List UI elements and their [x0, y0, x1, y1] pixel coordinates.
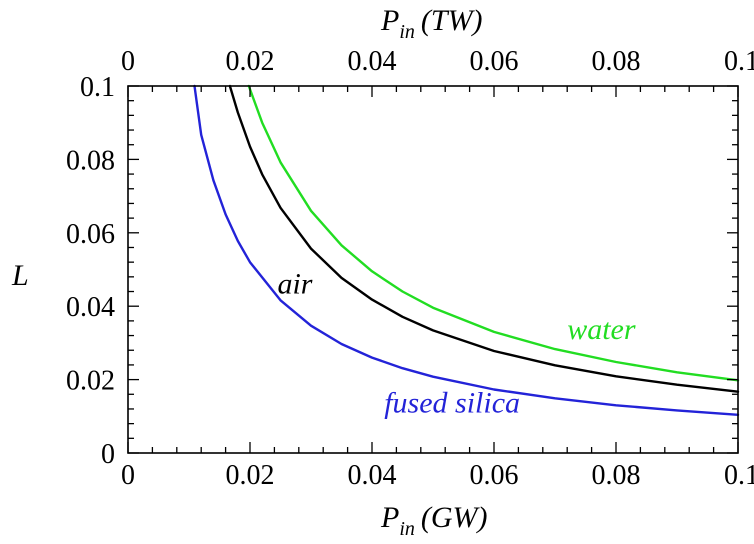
- y-tick-label: 0.08: [66, 145, 115, 176]
- y-tick-label: 0.02: [66, 366, 115, 397]
- series-label-water: water: [567, 313, 636, 346]
- series-line-water: [247, 84, 740, 382]
- y-tick-label: 0: [101, 439, 115, 470]
- y-axis-title: L: [11, 259, 29, 292]
- series-label-air: air: [277, 267, 312, 300]
- x-tick-label-bottom: 0.06: [470, 460, 519, 491]
- x-tick-label-bottom: 0.04: [348, 460, 397, 491]
- x-tick-label-top: 0.04: [348, 46, 397, 77]
- axis-tick-labels: 000.020.020.040.040.060.060.080.080.10.1…: [66, 46, 754, 491]
- series-line-air: [228, 84, 740, 393]
- y-tick-label: 0.06: [66, 219, 115, 250]
- bottom-axis-title: Pin (GW): [380, 501, 488, 540]
- x-tick-label-bottom: 0.1: [724, 460, 754, 491]
- x-tick-label-top: 0.08: [592, 46, 641, 77]
- x-tick-label-top: 0: [121, 46, 135, 77]
- plot-frame: [127, 85, 739, 454]
- axis-ticks: [127, 85, 739, 454]
- series-curves: [193, 84, 740, 416]
- x-tick-label-bottom: 0.08: [592, 460, 641, 491]
- top-axis-title: Pin (TW): [380, 4, 483, 43]
- series-labels: fused silica air water: [277, 267, 635, 419]
- y-tick-label: 0.04: [66, 292, 115, 323]
- y-tick-label: 0.1: [80, 72, 115, 103]
- x-tick-label-bottom: 0: [121, 460, 135, 491]
- x-tick-label-bottom: 0.02: [226, 460, 275, 491]
- x-tick-label-top: 0.02: [226, 46, 275, 77]
- series-line-fused-silica: [193, 84, 740, 416]
- series-label-fused-silica: fused silica: [384, 387, 520, 420]
- x-tick-label-top: 0.06: [470, 46, 519, 77]
- x-tick-label-top: 0.1: [724, 46, 754, 77]
